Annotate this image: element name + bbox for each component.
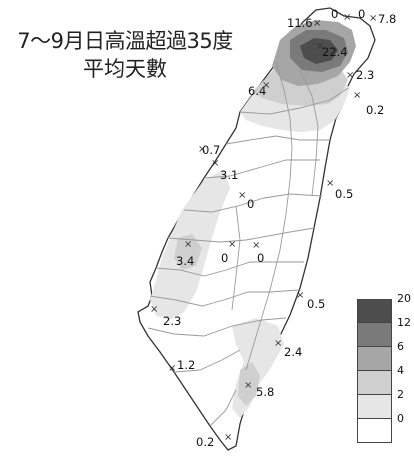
- svg-text:×: ×: [184, 239, 192, 250]
- svg-text:×: ×: [224, 432, 232, 443]
- station-value-hualien: 0.5: [335, 187, 353, 201]
- title-line-2: 平均天數: [83, 57, 167, 81]
- svg-text:×: ×: [274, 338, 282, 349]
- svg-text:×: ×: [238, 190, 246, 201]
- svg-text:×: ×: [244, 380, 252, 391]
- svg-text:×: ×: [262, 80, 270, 91]
- station-value-taitung: 2.4: [284, 345, 302, 359]
- svg-text:×: ×: [211, 158, 219, 169]
- svg-text:×: ×: [316, 41, 324, 52]
- legend-swatch-4-6: [357, 371, 392, 395]
- station-value-top-north: 0: [331, 7, 338, 21]
- svg-text:×: ×: [346, 70, 354, 81]
- station-value-pengjia: 7.8: [378, 12, 396, 26]
- station-value-keelung-area: 0: [358, 7, 365, 21]
- station-value-taipei: 22.4: [322, 45, 348, 59]
- legend-label-12: 12: [397, 316, 411, 329]
- legend-label-20: 20: [397, 292, 411, 305]
- legend-swatch-0-2: [357, 419, 392, 443]
- zone-4-6-west: [174, 234, 202, 270]
- station-value-yushan: 0: [257, 251, 264, 265]
- station-value-taoyuan: 6.4: [248, 84, 266, 98]
- svg-text:×: ×: [326, 178, 334, 189]
- station-value-hsinchu-coast: 0.7: [202, 143, 220, 157]
- county-boundaries: [147, 61, 349, 427]
- legend-swatch-2-4: [357, 395, 392, 419]
- svg-text:×: ×: [228, 239, 236, 250]
- station-value-dawu-inland: 5.8: [256, 385, 274, 399]
- station-value-alishan: 0: [221, 251, 228, 265]
- legend-swatch-20-plus: [357, 299, 392, 323]
- station-value-chiayi: 3.4: [176, 254, 194, 268]
- station-value-yilan-su-ao: 0.2: [366, 103, 384, 117]
- legend-swatch-6-12: [357, 347, 392, 371]
- svg-text:×: ×: [168, 363, 176, 374]
- svg-text:×: ×: [150, 304, 158, 315]
- map-title: 7～9月日高溫超過35度 平均天數: [0, 28, 250, 82]
- legend-label-4: 4: [397, 364, 404, 377]
- station-value-taichung: 3.1: [220, 168, 238, 182]
- legend-label-0: 0: [397, 412, 404, 425]
- svg-text:×: ×: [296, 290, 304, 301]
- title-line-1: 7～9月日高溫超過35度: [17, 29, 233, 53]
- legend: 20 12 6 4 2 0: [357, 292, 411, 443]
- legend-label-2: 2: [397, 388, 404, 401]
- zone-20-plus-north: [300, 38, 338, 64]
- svg-text:×: ×: [313, 18, 321, 29]
- legend-label-6: 6: [397, 340, 404, 353]
- svg-text:×: ×: [343, 12, 351, 23]
- station-value-tamsui: 11.6: [287, 16, 313, 30]
- station-value-central-mountain: 0: [247, 197, 254, 211]
- legend-swatch-12-20: [357, 323, 392, 347]
- station-value-yilan-north: 2.3: [356, 68, 374, 82]
- svg-text:×: ×: [252, 240, 260, 251]
- zone-4-6-southeast: [238, 362, 260, 406]
- svg-text:×: ×: [198, 144, 206, 155]
- station-value-hengchun: 0.2: [196, 435, 214, 449]
- svg-text:×: ×: [369, 13, 377, 24]
- station-value-tainan: 2.3: [163, 314, 181, 328]
- station-value-kaohsiung: 1.2: [177, 358, 195, 372]
- station-value-chenggong: 0.5: [307, 297, 325, 311]
- station-markers: × × × × × × × × × × × × × × × × × × × ×: [150, 12, 377, 443]
- svg-text:×: ×: [353, 90, 361, 101]
- station-values: 0 0 7.8 11.6 22.4 2.3 6.4 0.2 0.7 3.1 0 …: [163, 7, 396, 449]
